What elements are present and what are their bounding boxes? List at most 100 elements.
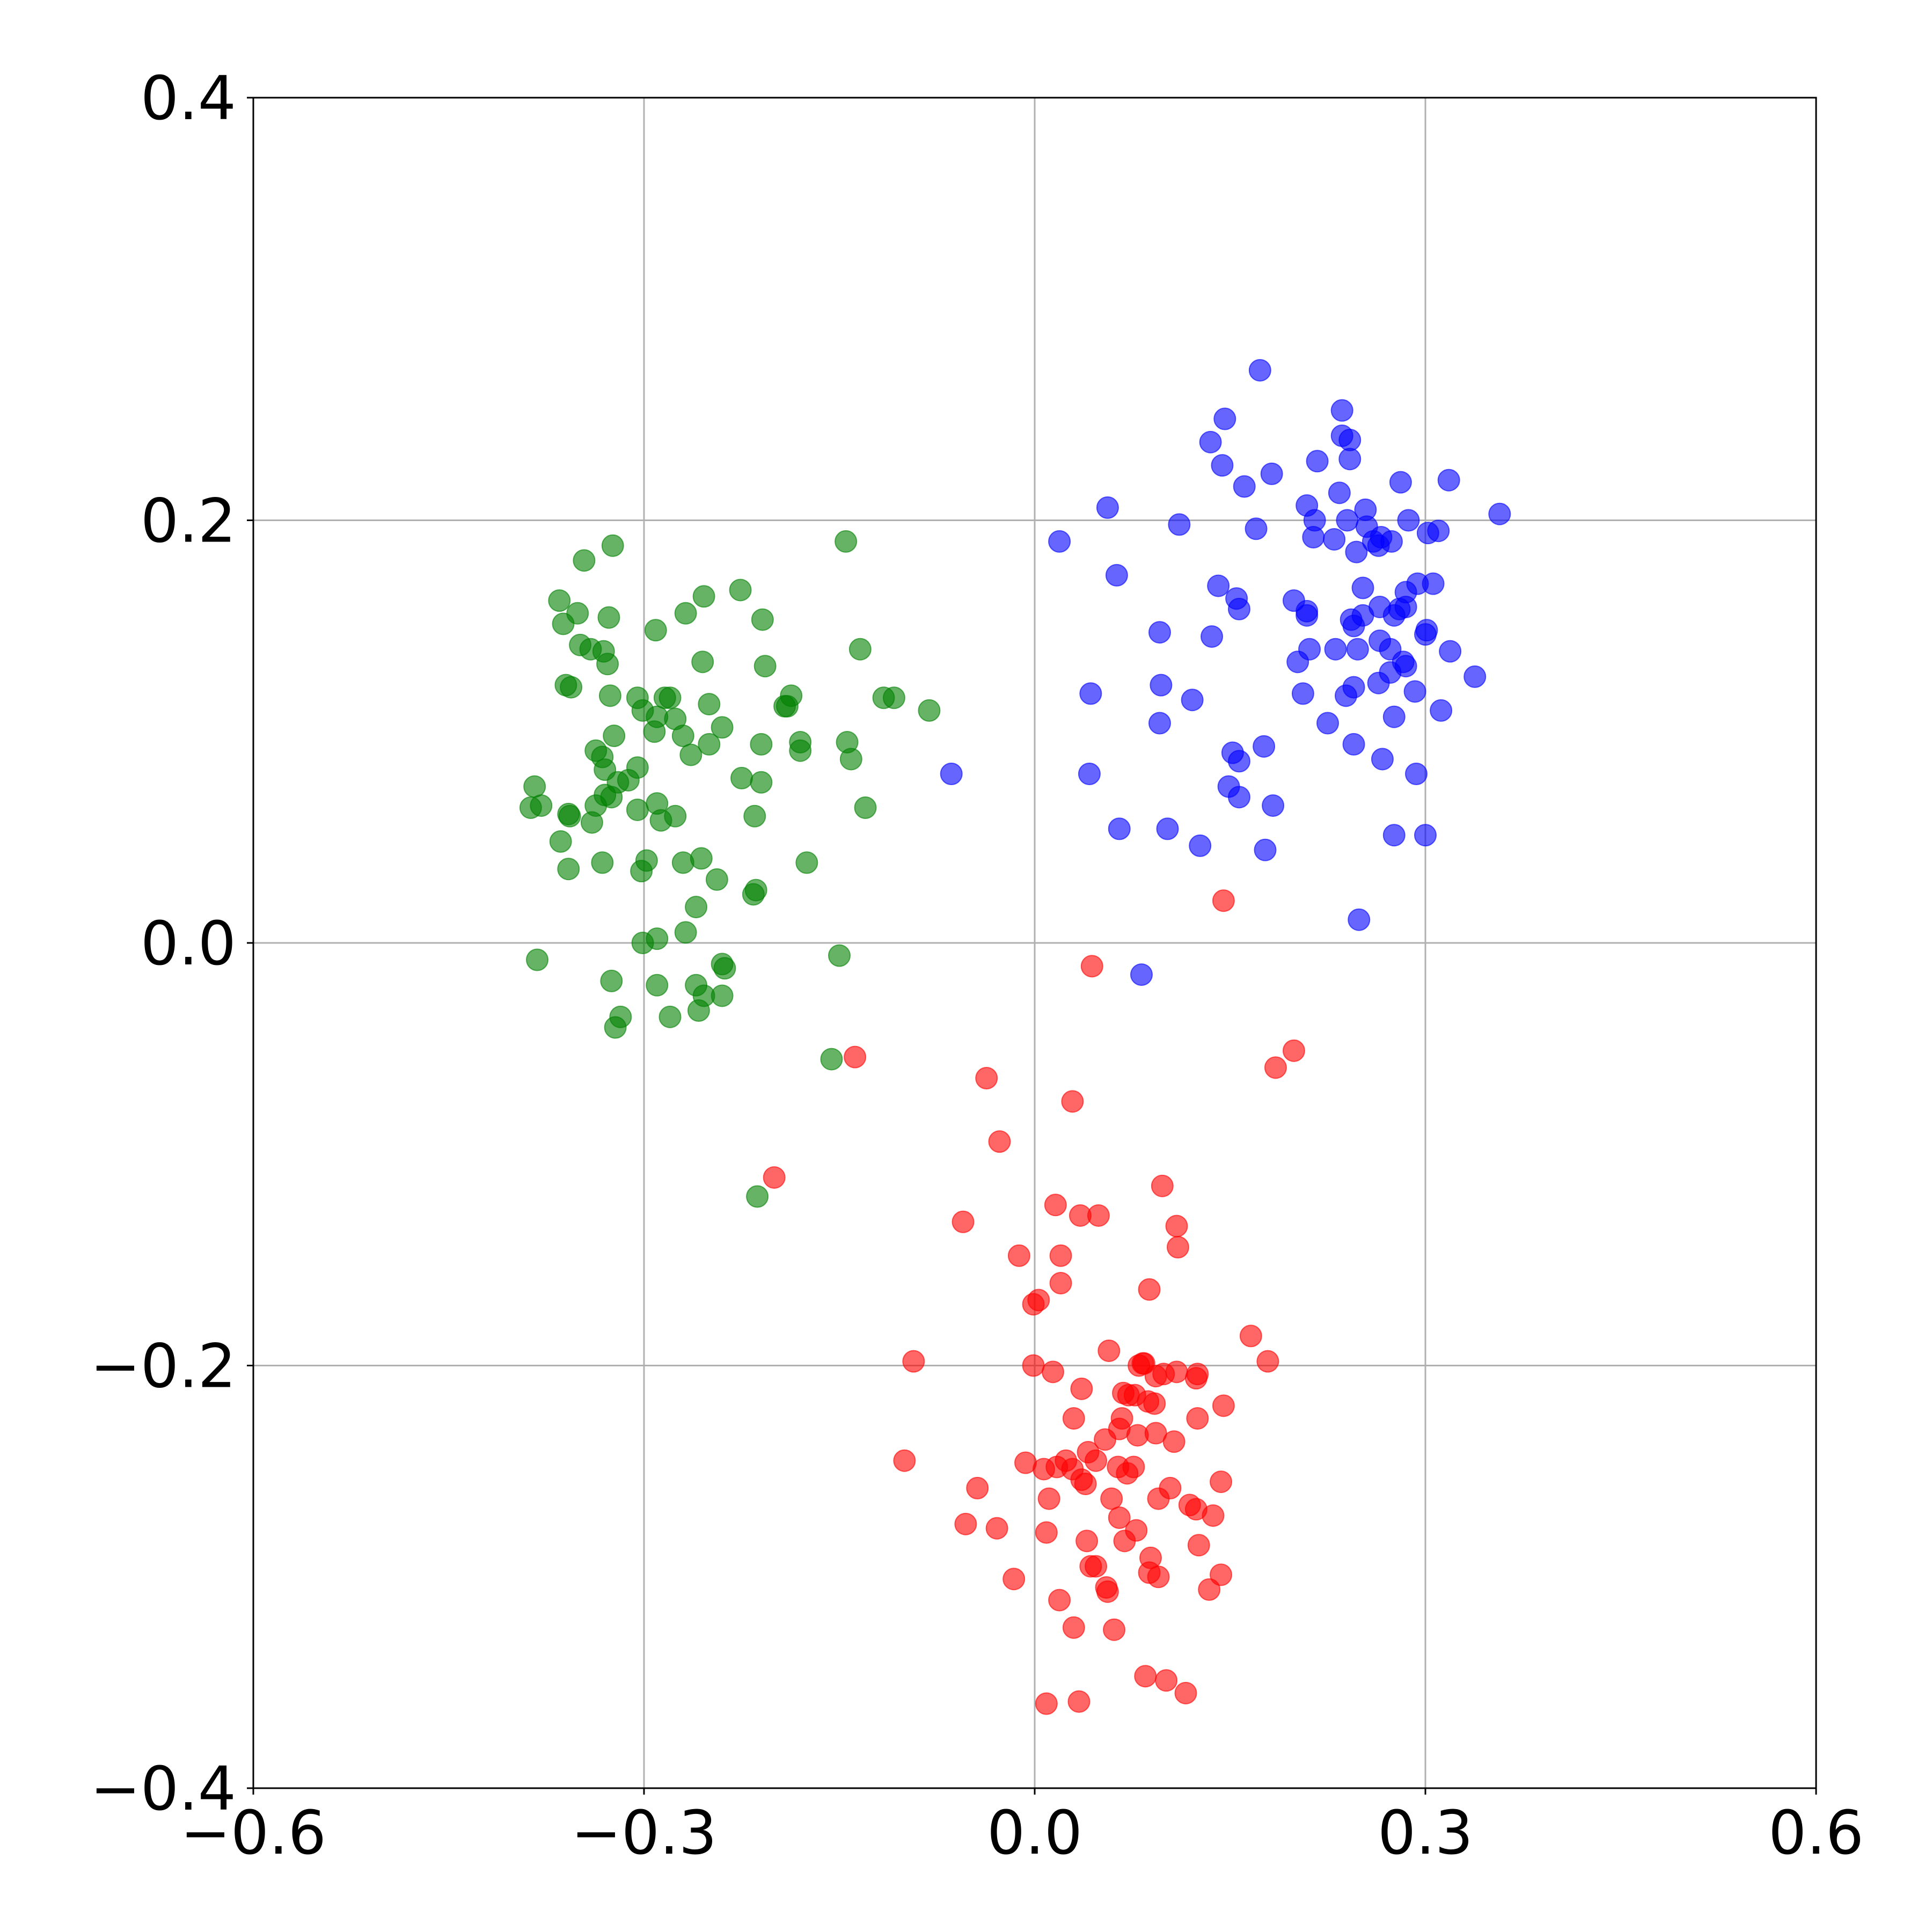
scatter-point-series-2 (1253, 735, 1276, 758)
scatter-point-series-2 (1351, 604, 1374, 627)
scatter-point-series-2 (1422, 572, 1445, 595)
scatter-point-series-2 (1168, 513, 1191, 536)
scatter-point-series-2 (1338, 448, 1362, 471)
scatter-point-series-3 (1049, 1244, 1072, 1267)
scatter-point-series-2 (1260, 462, 1283, 485)
scatter-point-series-1 (592, 640, 615, 663)
scatter-point-series-2 (1201, 625, 1224, 648)
scatter-point-series-2 (1382, 824, 1406, 847)
scatter-point-series-2 (1189, 834, 1212, 857)
scatter-point-series-2 (1324, 638, 1347, 661)
scatter-point-series-2 (1078, 763, 1101, 785)
y-tick-label: 0.2 (141, 487, 236, 557)
scatter-point-series-3 (966, 1476, 989, 1499)
scatter-point-series-1 (664, 804, 687, 828)
scatter-point-series-3 (1062, 1407, 1085, 1430)
scatter-point-series-3 (1027, 1289, 1050, 1312)
scatter-point-series-1 (690, 847, 713, 870)
scatter-point-series-2 (1306, 450, 1329, 473)
scatter-point-series-3 (1080, 955, 1103, 978)
scatter-point-series-1 (705, 868, 728, 891)
scatter-point-series-2 (1330, 399, 1353, 422)
x-tick-label: 0.3 (1378, 1798, 1473, 1868)
scatter-point-series-2 (940, 763, 963, 785)
scatter-point-series-1 (795, 851, 818, 874)
scatter-point-series-2 (1328, 481, 1351, 504)
scatter-point-series-2 (1227, 597, 1250, 620)
scatter-point-series-3 (844, 1045, 867, 1069)
scatter-point-series-3 (1147, 1487, 1170, 1510)
scatter-point-series-1 (743, 804, 766, 828)
scatter-point-series-1 (711, 716, 734, 739)
scatter-point-series-2 (1227, 750, 1250, 773)
scatter-point-series-3 (902, 1350, 925, 1373)
scatter-point-series-2 (1254, 838, 1277, 861)
scatter-point-series-1 (711, 984, 734, 1007)
scatter-point-series-2 (1048, 530, 1071, 553)
scatter-point-series-1 (549, 830, 572, 853)
scatter-point-series-1 (671, 724, 694, 748)
scatter-point-series-2 (1427, 519, 1450, 543)
scatter-point-series-1 (519, 796, 542, 819)
x-tick-label: 0.6 (1768, 1798, 1864, 1868)
scatter-point-series-1 (674, 921, 697, 944)
scatter-point-series-2 (1079, 682, 1102, 705)
scatter-point-series-3 (1032, 1458, 1055, 1481)
scatter-point-series-3 (1035, 1692, 1058, 1715)
scatter-point-series-2 (1338, 428, 1362, 451)
scatter-point-series-2 (1388, 597, 1411, 620)
scatter-point-series-1 (604, 1016, 627, 1039)
scatter-point-series-2 (1108, 817, 1131, 840)
scatter-point-series-3 (1186, 1407, 1209, 1430)
scatter-point-series-3 (1097, 1339, 1121, 1362)
scatter-point-series-2 (1439, 640, 1462, 663)
scatter-point-series-3 (1174, 1681, 1197, 1704)
scatter-point-series-1 (597, 606, 620, 629)
scatter-point-series-3 (1085, 1555, 1108, 1578)
scatter-point-series-1 (713, 957, 736, 980)
scatter-point-series-2 (1389, 471, 1412, 494)
scatter-point-series-1 (548, 589, 571, 612)
scatter-point-series-1 (687, 999, 710, 1022)
scatter-point-series-3 (1062, 1616, 1085, 1639)
scatter-point-series-3 (1048, 1589, 1071, 1612)
scatter-point-series-2 (1248, 358, 1271, 382)
scatter-point-series-1 (653, 686, 676, 709)
scatter-point-series-1 (839, 748, 862, 771)
scatter-point-series-1 (526, 948, 549, 971)
scatter-point-series-2 (1213, 407, 1236, 430)
scatter-point-series-2 (1403, 680, 1426, 703)
scatter-point-series-3 (1049, 1271, 1072, 1294)
scatter-point-series-3 (1212, 889, 1235, 912)
scatter-point-series-2 (1105, 564, 1128, 587)
scatter-point-series-3 (1074, 1473, 1097, 1495)
scatter-point-series-2 (1148, 621, 1171, 644)
scatter-point-series-1 (601, 534, 624, 557)
scatter-point-series-2 (1367, 671, 1390, 694)
scatter-point-series-2 (1397, 509, 1420, 532)
scatter-point-series-1 (746, 1185, 769, 1208)
scatter-point-series-1 (523, 775, 546, 798)
scatter-point-series-3 (1151, 1174, 1174, 1197)
tick-labels: −0.6 −0.3 0.0 0.3 0.6 −0.4 −0.2 0.0 0.2 0.4 (90, 64, 1864, 1868)
scatter-point-series-3 (1143, 1392, 1166, 1415)
scatter-point-series-3 (1087, 1204, 1110, 1227)
scatter-point-series-2 (1211, 454, 1234, 477)
scatter-point-series-3 (1067, 1690, 1091, 1713)
scatter-point-series-2 (1150, 674, 1173, 697)
scatter-point-series-2 (1351, 576, 1374, 599)
scatter-point-series-3 (1002, 1568, 1026, 1591)
scatter-point-series-2 (1342, 676, 1365, 699)
scatter-point-series-1 (691, 650, 714, 674)
axis-ticks (247, 97, 1817, 1795)
scatter-point-series-2 (1227, 786, 1250, 809)
scatter-point-series-1 (580, 811, 603, 834)
scatter-point-series-1 (789, 730, 812, 753)
scatter-point-series-3 (1108, 1506, 1131, 1529)
scatter-point-series-1 (848, 638, 872, 661)
scatter-point-series-3 (985, 1517, 1008, 1540)
scatter-point-series-3 (1210, 1563, 1233, 1586)
scatter-point-series-3 (1126, 1424, 1149, 1447)
scatter-point-series-3 (893, 1449, 916, 1472)
scatter-point-series-1 (692, 585, 715, 608)
